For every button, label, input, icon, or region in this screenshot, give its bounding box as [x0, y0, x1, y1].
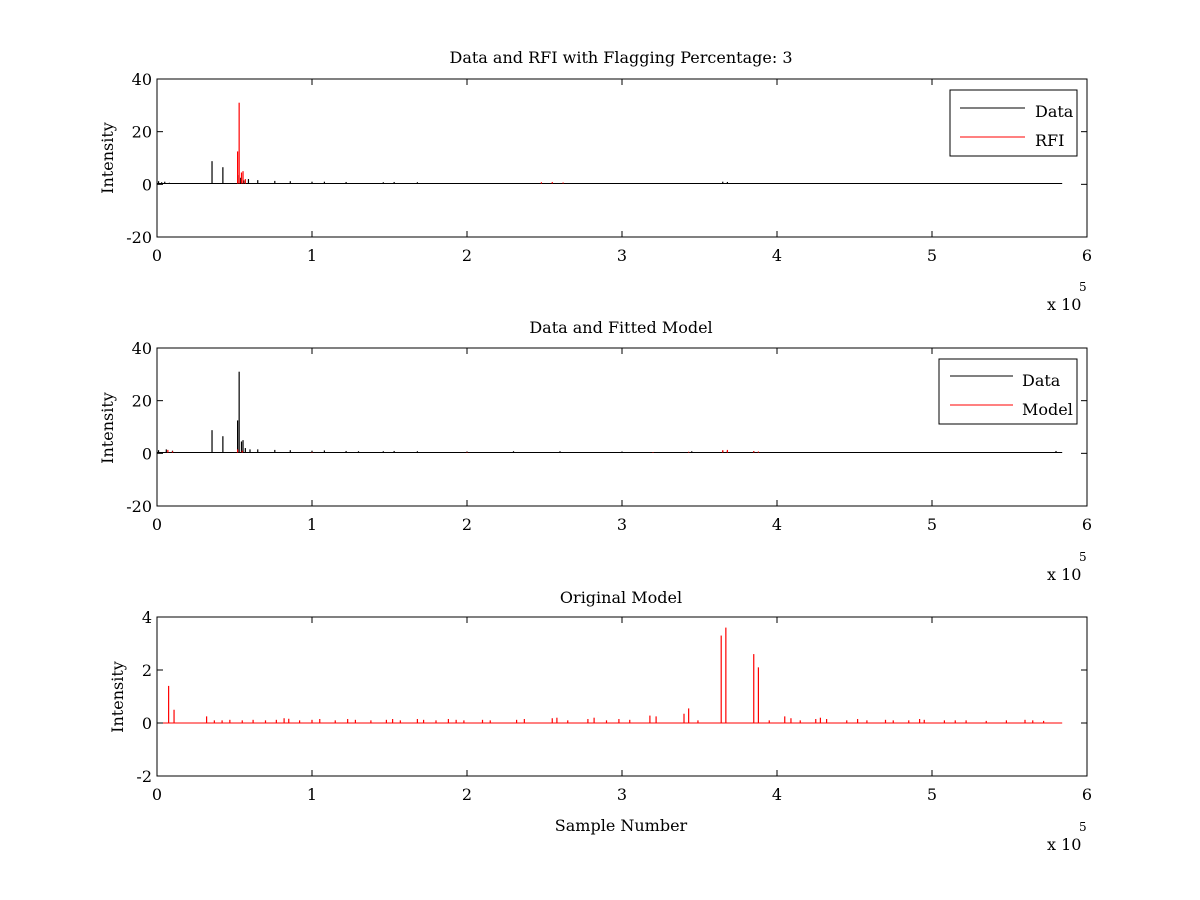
- y-tick-label: -20: [126, 228, 152, 247]
- axes-frame: [156, 78, 1088, 238]
- x-tick-label: 4: [772, 515, 782, 534]
- plot-area: [157, 102, 1063, 185]
- y-tick-label: -20: [126, 497, 152, 516]
- y-tick-label: -2: [136, 767, 152, 786]
- chart-title: Data and Fitted Model: [529, 318, 712, 337]
- x-tick-label: 4: [772, 785, 782, 804]
- series-data: [157, 371, 1063, 454]
- x-tick-label: 6: [1082, 515, 1092, 534]
- x-tick-label: 2: [462, 246, 472, 265]
- chart-title: Data and RFI with Flagging Percentage: 3: [449, 48, 792, 67]
- y-axis-label: Intensity: [98, 392, 117, 464]
- x-tick-label: 3: [617, 246, 627, 265]
- plot-area: [157, 371, 1063, 454]
- y-tick-label: 4: [142, 608, 152, 627]
- series-rfi: [237, 102, 564, 184]
- x-exponent-power: 5: [1079, 550, 1087, 564]
- series-model: [157, 627, 1063, 724]
- legend: Data Model: [938, 358, 1078, 425]
- x-tick-label: 5: [927, 246, 937, 265]
- x-tick-label: 2: [462, 785, 472, 804]
- x-tick-label: 0: [152, 246, 162, 265]
- x-tick-label: 1: [307, 785, 317, 804]
- x-axis-label: Sample Number: [555, 816, 688, 835]
- legend-label-data: Data: [1035, 102, 1074, 121]
- x-exponent-base: x 10: [1047, 295, 1081, 314]
- y-tick-label: 40: [132, 70, 152, 89]
- x-exponent-base: x 10: [1047, 565, 1081, 584]
- y-tick-label: 2: [142, 661, 152, 680]
- x-tick-label: 0: [152, 785, 162, 804]
- legend-box: [949, 89, 1078, 157]
- x-tick-label: 1: [307, 515, 317, 534]
- y-tick-label: 0: [142, 175, 152, 194]
- plot-area: [157, 627, 1063, 724]
- x-tick-label: 3: [617, 785, 627, 804]
- axes-frame: [156, 616, 1088, 777]
- chart-title: Original Model: [560, 588, 682, 607]
- legend: Data RFI: [949, 89, 1078, 157]
- series-data: [157, 161, 1063, 185]
- y-tick-label: 20: [132, 123, 152, 142]
- x-exponent-power: 5: [1079, 820, 1087, 834]
- x-tick-label: 5: [927, 515, 937, 534]
- panel-rfi: Data and RFI with Flagging Percentage: 3…: [98, 48, 1092, 314]
- legend-label-model: Model: [1022, 400, 1073, 419]
- legend-label-rfi: RFI: [1035, 131, 1064, 150]
- x-tick-label: 6: [1082, 785, 1092, 804]
- legend-label-data: Data: [1022, 371, 1061, 390]
- x-tick-label: 6: [1082, 246, 1092, 265]
- y-axis-label: Intensity: [108, 661, 127, 733]
- x-tick-label: 2: [462, 515, 472, 534]
- x-tick-label: 3: [617, 515, 627, 534]
- x-tick-label: 4: [772, 246, 782, 265]
- x-exponent-power: 5: [1079, 280, 1087, 294]
- y-tick-label: 20: [132, 392, 152, 411]
- x-exponent-base: x 10: [1047, 835, 1081, 854]
- x-tick-label: 5: [927, 785, 937, 804]
- legend-box: [938, 358, 1078, 425]
- y-axis-label: Intensity: [98, 122, 117, 194]
- y-tick-label: 40: [132, 339, 152, 358]
- series-model: [167, 449, 760, 453]
- x-tick-label: 1: [307, 246, 317, 265]
- y-tick-label: 0: [142, 714, 152, 733]
- y-tick-label: 0: [142, 444, 152, 463]
- x-tick-label: 0: [152, 515, 162, 534]
